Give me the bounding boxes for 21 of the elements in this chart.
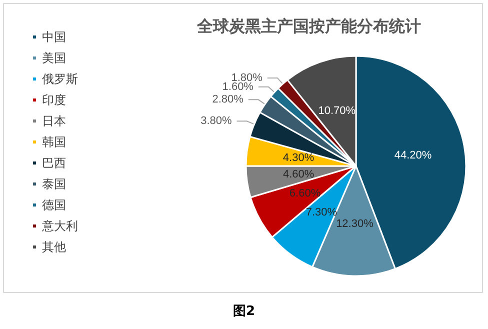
legend-label: 美国 [42, 51, 66, 65]
legend-label: 日本 [42, 114, 66, 128]
data-label: 44.20% [394, 149, 432, 162]
data-label: 6.60% [289, 188, 321, 200]
data-label: 4.60% [283, 168, 314, 180]
legend-label: 意大利 [41, 219, 78, 233]
data-label: 10.70% [318, 105, 356, 118]
data-label: 2.80% [212, 94, 244, 106]
chart-title: 全球炭黑主产国按产能分布统计 [196, 16, 421, 36]
legend-label: 巴西 [42, 156, 66, 170]
legend-label: 泰国 [42, 177, 66, 191]
legend-label: 德国 [42, 198, 66, 212]
caption: 图2 [232, 303, 256, 320]
legend-label: 韩国 [42, 135, 66, 149]
data-label: 12.30% [336, 218, 374, 230]
legend-label: 俄罗斯 [42, 72, 78, 86]
data-label: 3.80% [200, 115, 232, 128]
legend-label: 印度 [42, 93, 66, 107]
legend-label: 中国 [42, 30, 66, 44]
legend-label: 其他 [42, 240, 66, 254]
data-label: 4.30% [282, 152, 314, 164]
